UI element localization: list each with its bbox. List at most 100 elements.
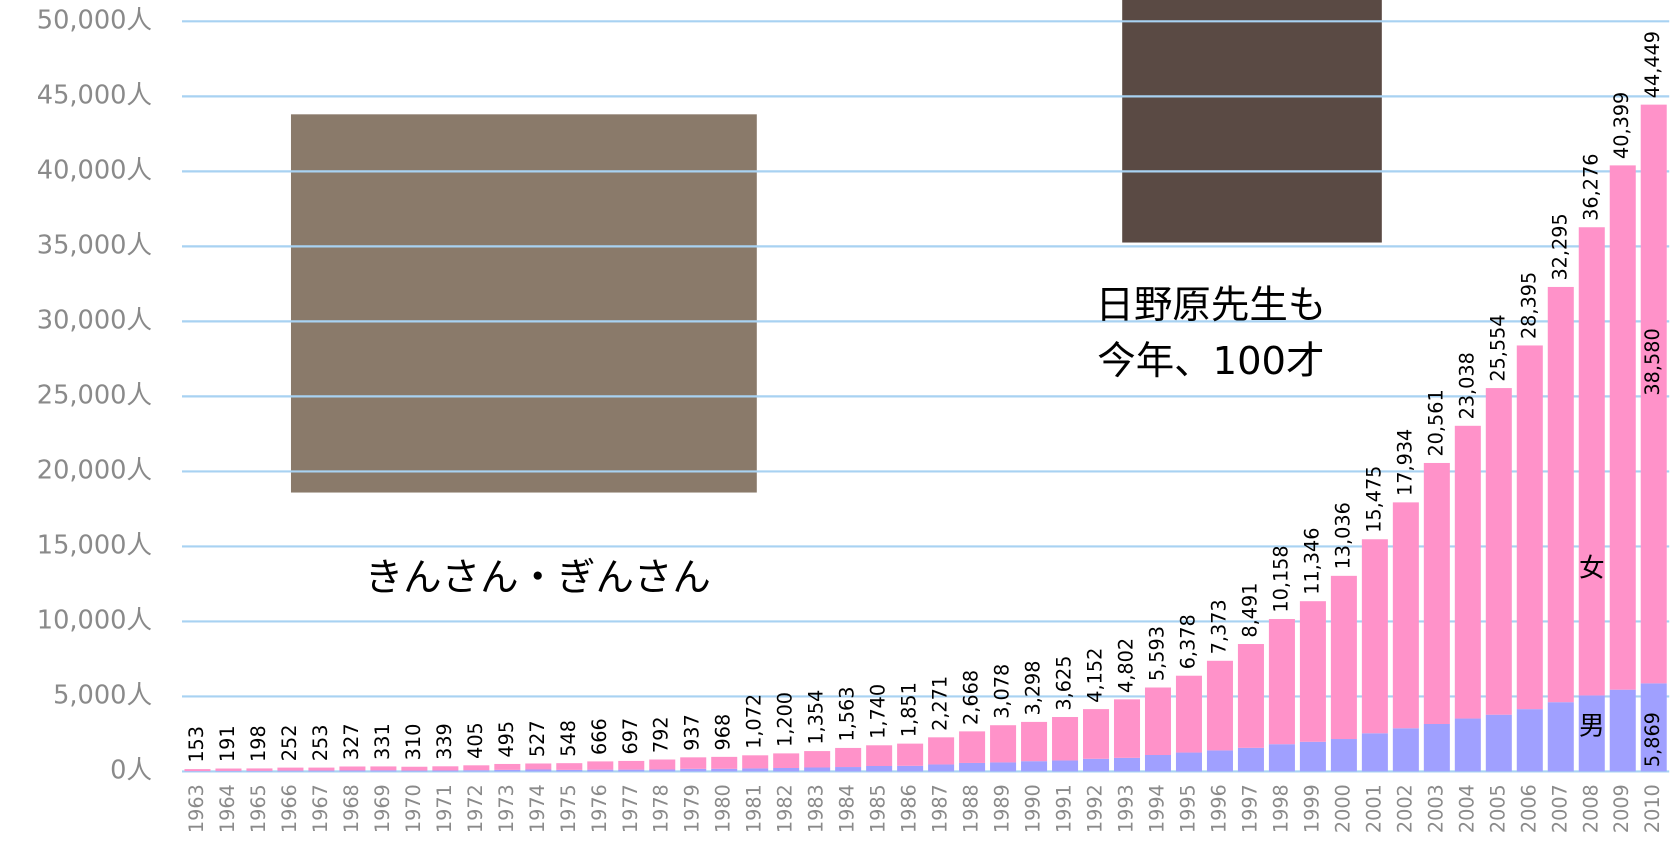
x-tick-label: 1972 [464,784,487,833]
bar-segment [246,768,272,770]
bar-segment [1052,760,1078,771]
total-label: 36,276 [1579,154,1602,221]
total-label: 697 [619,718,642,755]
bar-segment [463,765,489,770]
x-tick-label: 1998 [1269,784,1292,833]
x-tick-label: 1969 [371,784,394,833]
annotation: 日野原先生も [1096,283,1327,328]
bar-segment [1393,502,1419,728]
bar-segment [1300,601,1326,742]
total-label: 331 [371,723,394,760]
bar-segment [339,766,365,770]
bar-segment [649,760,675,770]
bar-segment [277,771,303,772]
x-tick-label: 1964 [216,784,239,833]
bar-segment [680,757,706,768]
total-label: 1,354 [805,690,828,745]
total-label: 968 [712,714,735,751]
bar-segment [1455,426,1481,719]
bar-segment [1176,676,1202,753]
x-tick-label: 1979 [681,784,704,833]
bar-segment [1021,761,1047,771]
x-tick-label: 2005 [1486,784,1509,833]
x-tick-label: 1980 [712,784,735,833]
x-tick-label: 1982 [774,784,797,833]
x-tick-label: 2008 [1579,784,1602,833]
x-tick-label: 1968 [340,784,363,833]
x-tick-label: 1995 [1176,784,1199,833]
bar-segment [1114,699,1140,758]
annotation: 今年、100才 [1097,339,1324,384]
total-label: 527 [526,720,549,757]
total-label: 3,298 [1022,660,1045,715]
x-tick-label: 1978 [650,784,673,833]
total-label: 198 [247,725,270,762]
bar-segment [1145,755,1171,771]
bar-segment [1083,709,1109,759]
bar-segment [494,764,520,770]
total-label: 191 [216,725,239,762]
bar-segment [1579,227,1605,695]
bar-segment [1455,719,1481,772]
total-label: 253 [309,724,332,761]
x-tick-label: 1970 [402,784,425,833]
bar-segment [1362,539,1388,733]
photo-hinohara [1122,0,1382,243]
total-label: 3,625 [1053,656,1076,711]
bar-segment [1238,748,1264,772]
x-tick-label: 1991 [1053,784,1076,833]
total-label: 13,036 [1331,502,1354,569]
bar-segment [897,744,923,766]
bar-segment [866,766,892,771]
bar-segment [711,769,737,772]
total-label: 28,395 [1517,272,1540,339]
bar-segment [587,770,613,772]
bar-segment [587,761,613,769]
x-tick-label: 2001 [1362,784,1385,833]
bar-segment [1238,644,1264,748]
x-tick-label: 2009 [1610,784,1633,833]
bar-segment [804,767,830,771]
bar-segment [1145,687,1171,755]
y-tick-label: 45,000人 [37,80,152,110]
x-tick-label: 1965 [247,784,270,833]
bar-segment [1424,724,1450,771]
bar-segment [742,755,768,768]
x-tick-label: 1999 [1300,784,1323,833]
total-label: 40,399 [1610,92,1633,159]
bar-segment [990,762,1016,771]
x-tick-label: 1990 [1022,784,1045,833]
bar-segment [866,745,892,766]
bar-segment [308,768,334,771]
bar-segment [401,767,427,771]
x-tick-label: 2003 [1424,784,1447,833]
x-tick-label: 1974 [526,784,549,833]
bar-segment [525,769,551,771]
x-tick-label: 1984 [836,784,859,833]
bar-segment [1176,753,1202,772]
bar-segment [556,770,582,772]
bar-segment [1331,576,1357,739]
y-tick-label: 35,000人 [37,230,152,260]
bar-segment [1300,742,1326,772]
bar-segment [1486,388,1512,715]
total-label: 1,200 [774,692,797,747]
value-label: 38,580 [1641,328,1664,395]
y-tick-label: 40,000人 [37,155,152,185]
x-tick-label: 1985 [867,784,890,833]
legend-label: 男 [1579,712,1605,742]
y-tick-label: 0人 [110,755,152,785]
total-label: 495 [495,721,518,758]
bar-segment [618,770,644,772]
bar-segment [928,764,954,771]
y-tick-label: 25,000人 [37,380,152,410]
total-label: 2,271 [929,676,952,731]
bar-segment [959,763,985,771]
bar-segment [711,757,737,769]
bar-segment [1207,750,1233,771]
x-tick-label: 1973 [495,784,518,833]
y-tick-label: 15,000人 [37,530,152,560]
total-label: 32,295 [1548,213,1571,280]
bar-segment [463,770,489,771]
total-label: 10,158 [1269,545,1292,612]
